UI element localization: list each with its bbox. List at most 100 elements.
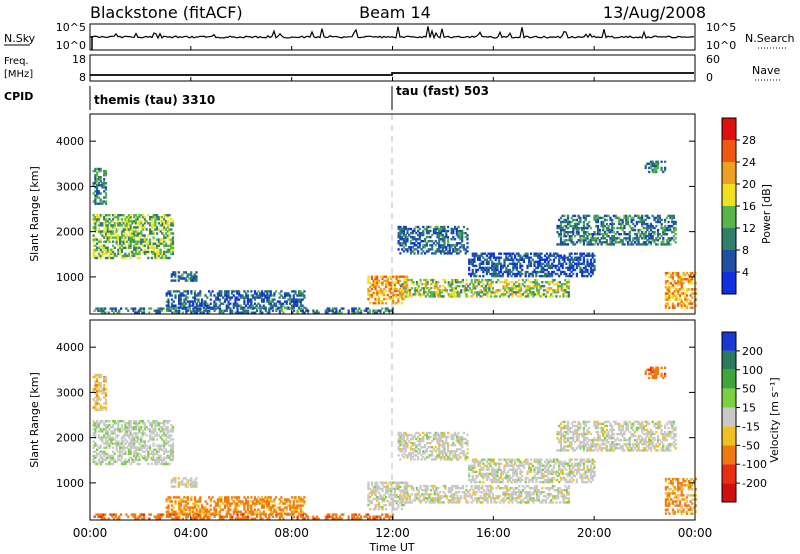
velocity-cell [129, 420, 132, 423]
velocity-cell [157, 434, 160, 437]
power-cell [485, 268, 488, 272]
velocity-cell [245, 517, 248, 520]
power-cell [152, 214, 155, 217]
power-cell [443, 229, 446, 233]
power-cell [443, 242, 446, 245]
power-cell [646, 224, 649, 228]
power-cell [408, 248, 411, 251]
velocity-cell [324, 517, 327, 520]
power-cell [499, 264, 503, 268]
velocity-cell [127, 430, 130, 433]
power-cell [535, 274, 538, 278]
velocity-cell [193, 496, 197, 499]
power-cell [159, 224, 162, 227]
power-cell [691, 278, 694, 281]
power-cell [671, 306, 674, 309]
power-cell [209, 294, 212, 297]
velocity-cell [213, 506, 216, 509]
power-cell [439, 233, 443, 237]
power-cell [103, 180, 106, 183]
power-cell [529, 256, 533, 259]
velocity-cell [227, 498, 230, 501]
power-cell [512, 252, 515, 255]
velocity-cell [164, 456, 168, 460]
velocity-cell [176, 512, 179, 515]
power-cell [664, 226, 667, 230]
power-cell [516, 289, 519, 292]
power-cell [113, 224, 116, 227]
power-cell [363, 309, 366, 312]
power-cell [282, 296, 285, 299]
power-cell [641, 224, 644, 228]
velocity-cell [104, 456, 108, 460]
power-cell [577, 262, 580, 265]
velocity-cell [147, 450, 150, 453]
power-cell [154, 220, 157, 223]
power-cell [544, 254, 547, 257]
power-cell [547, 256, 550, 259]
velocity-cell [99, 404, 102, 407]
power-cell [141, 238, 145, 241]
power-cell [248, 300, 251, 303]
power-cell [491, 260, 494, 263]
power-cell [439, 244, 443, 247]
power-cell [520, 285, 523, 288]
power-cell [186, 296, 189, 299]
power-cell [280, 294, 283, 297]
power-cell [174, 307, 177, 310]
velocity-cell [174, 477, 177, 480]
power-cell [401, 248, 404, 251]
velocity-cell [331, 515, 334, 518]
velocity-cell [158, 517, 161, 520]
power-cell [115, 238, 118, 241]
power-cell [474, 281, 477, 284]
velocity-cell [253, 508, 257, 511]
power-cell [432, 231, 435, 235]
power-cell [447, 293, 450, 296]
power-cell [154, 254, 157, 258]
power-cell [565, 224, 568, 228]
power-cell [584, 239, 587, 242]
power-cell [600, 220, 603, 224]
power-cell [232, 304, 235, 307]
power-cell [99, 184, 102, 187]
power-cell [588, 272, 591, 276]
power-cell [612, 214, 615, 218]
power-cell [247, 309, 250, 312]
power-cell [101, 234, 104, 237]
velocity-cell [250, 513, 253, 516]
velocity-cell [213, 515, 216, 518]
power-cell [164, 256, 168, 260]
power-cell [149, 230, 152, 233]
power-cell [301, 294, 304, 297]
power-cell [97, 184, 100, 187]
velocity-cell [255, 498, 258, 501]
power-cell [417, 287, 420, 290]
velocity-cell [94, 434, 97, 437]
velocity-cell [192, 513, 195, 516]
power-cell [651, 170, 654, 174]
velocity-cell [103, 454, 106, 457]
velocity-cell [192, 506, 195, 509]
power-cell [393, 287, 396, 291]
power-cell [404, 235, 407, 239]
power-cell [166, 248, 169, 251]
power-cell [427, 231, 430, 235]
power-cell [482, 270, 485, 274]
power-cell [456, 291, 459, 294]
power-cell [423, 287, 426, 290]
power-cell [127, 214, 130, 217]
power-cell [687, 276, 690, 279]
power-cell [369, 293, 372, 297]
power-cell [665, 243, 668, 246]
power-cell [563, 239, 566, 242]
power-cell [568, 252, 571, 255]
power-cell [596, 220, 600, 224]
power-cell [651, 239, 654, 242]
power-cell [559, 264, 563, 268]
power-cell [411, 246, 414, 249]
power-cell [296, 304, 299, 307]
velocity-cell [98, 513, 101, 516]
power-cell [238, 292, 241, 295]
power-cell [408, 233, 411, 237]
